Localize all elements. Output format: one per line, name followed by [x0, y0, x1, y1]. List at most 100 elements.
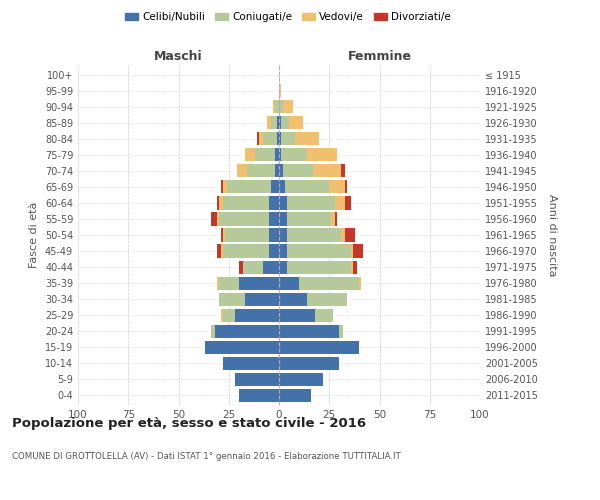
- Bar: [279, 228, 341, 241]
- Bar: [211, 212, 279, 226]
- Bar: [279, 116, 303, 130]
- Bar: [205, 340, 279, 354]
- Bar: [279, 228, 287, 241]
- Bar: [277, 116, 279, 130]
- Bar: [279, 324, 343, 338]
- Bar: [279, 260, 352, 274]
- Bar: [279, 132, 281, 145]
- Bar: [279, 164, 313, 177]
- Bar: [279, 356, 340, 370]
- Text: Popolazione per età, sesso e stato civile - 2016: Popolazione per età, sesso e stato civil…: [12, 418, 366, 430]
- Bar: [223, 308, 279, 322]
- Bar: [279, 324, 340, 338]
- Bar: [221, 244, 279, 258]
- Bar: [279, 212, 331, 226]
- Bar: [279, 196, 346, 209]
- Bar: [217, 244, 279, 258]
- Bar: [279, 292, 347, 306]
- Bar: [279, 244, 352, 258]
- Bar: [279, 100, 293, 114]
- Bar: [217, 212, 279, 226]
- Bar: [279, 116, 281, 130]
- Bar: [218, 292, 279, 306]
- Bar: [245, 148, 279, 162]
- Bar: [279, 100, 293, 114]
- Bar: [279, 292, 347, 306]
- Bar: [223, 244, 279, 258]
- Bar: [279, 84, 281, 97]
- Bar: [221, 308, 279, 322]
- Bar: [221, 180, 279, 194]
- Text: Femmine: Femmine: [347, 50, 412, 64]
- Bar: [279, 276, 299, 289]
- Bar: [211, 324, 279, 338]
- Bar: [269, 196, 279, 209]
- Bar: [279, 340, 359, 354]
- Bar: [279, 308, 333, 322]
- Bar: [205, 340, 279, 354]
- Bar: [235, 373, 279, 386]
- Bar: [218, 196, 279, 209]
- Y-axis label: Anni di nascita: Anni di nascita: [547, 194, 557, 276]
- Bar: [217, 276, 279, 289]
- Bar: [279, 244, 287, 258]
- Bar: [271, 116, 279, 130]
- Bar: [269, 244, 279, 258]
- Bar: [239, 389, 279, 402]
- Bar: [279, 373, 323, 386]
- Bar: [267, 116, 279, 130]
- Bar: [239, 389, 279, 402]
- Bar: [223, 356, 279, 370]
- Bar: [279, 148, 337, 162]
- Bar: [239, 389, 279, 402]
- Bar: [227, 180, 279, 194]
- Bar: [223, 356, 279, 370]
- Bar: [279, 356, 340, 370]
- Bar: [223, 196, 279, 209]
- Bar: [205, 340, 279, 354]
- Bar: [273, 100, 279, 114]
- Bar: [279, 180, 285, 194]
- Bar: [279, 389, 311, 402]
- Bar: [279, 244, 364, 258]
- Bar: [279, 324, 343, 338]
- Bar: [279, 389, 311, 402]
- Bar: [247, 164, 279, 177]
- Bar: [279, 180, 347, 194]
- Bar: [217, 196, 279, 209]
- Bar: [279, 212, 337, 226]
- Bar: [279, 373, 323, 386]
- Bar: [279, 308, 333, 322]
- Bar: [279, 148, 281, 162]
- Bar: [218, 292, 279, 306]
- Bar: [239, 260, 279, 274]
- Bar: [223, 228, 279, 241]
- Bar: [243, 260, 279, 274]
- Bar: [279, 373, 323, 386]
- Bar: [279, 84, 281, 97]
- Bar: [279, 356, 340, 370]
- Bar: [215, 324, 279, 338]
- Y-axis label: Fasce di età: Fasce di età: [29, 202, 39, 268]
- Bar: [279, 276, 361, 289]
- Bar: [279, 100, 283, 114]
- Bar: [279, 308, 333, 322]
- Text: COMUNE DI GROTTOLELLA (AV) - Dati ISTAT 1° gennaio 2016 - Elaborazione TUTTITALI: COMUNE DI GROTTOLELLA (AV) - Dati ISTAT …: [12, 452, 401, 461]
- Bar: [279, 164, 341, 177]
- Bar: [275, 100, 279, 114]
- Bar: [243, 260, 279, 274]
- Bar: [235, 373, 279, 386]
- Bar: [279, 116, 289, 130]
- Bar: [279, 276, 361, 289]
- Bar: [218, 212, 279, 226]
- Bar: [271, 180, 279, 194]
- Bar: [275, 164, 279, 177]
- Bar: [279, 260, 287, 274]
- Bar: [279, 292, 307, 306]
- Bar: [279, 324, 343, 338]
- Bar: [263, 260, 279, 274]
- Bar: [279, 228, 355, 241]
- Bar: [257, 132, 279, 145]
- Bar: [279, 180, 346, 194]
- Bar: [279, 228, 346, 241]
